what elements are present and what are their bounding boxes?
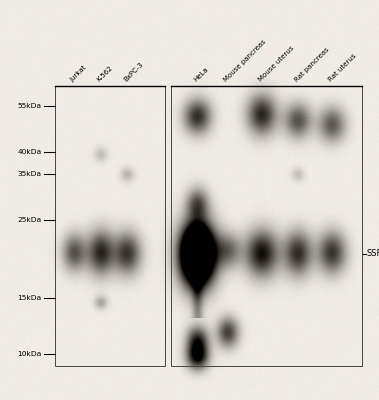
Text: SSR3: SSR3	[366, 250, 379, 258]
Text: Jurkat: Jurkat	[70, 64, 88, 83]
Text: K-562: K-562	[96, 65, 114, 83]
Bar	[171, 86, 362, 366]
Text: 25kDa: 25kDa	[17, 217, 42, 223]
Text: 15kDa: 15kDa	[17, 295, 42, 301]
Text: BxPC-3: BxPC-3	[123, 61, 144, 83]
Text: 55kDa: 55kDa	[18, 103, 42, 109]
Text: HeLa: HeLa	[193, 66, 210, 83]
Text: 35kDa: 35kDa	[18, 171, 42, 177]
Text: 10kDa: 10kDa	[17, 351, 42, 357]
Text: Rat uterus: Rat uterus	[327, 53, 357, 83]
Text: Mouse pancreas: Mouse pancreas	[223, 38, 268, 83]
Text: Rat pancreas: Rat pancreas	[293, 46, 330, 83]
Text: Mouse uterus: Mouse uterus	[257, 45, 295, 83]
Text: 40kDa: 40kDa	[17, 149, 42, 155]
Bar	[55, 86, 165, 366]
